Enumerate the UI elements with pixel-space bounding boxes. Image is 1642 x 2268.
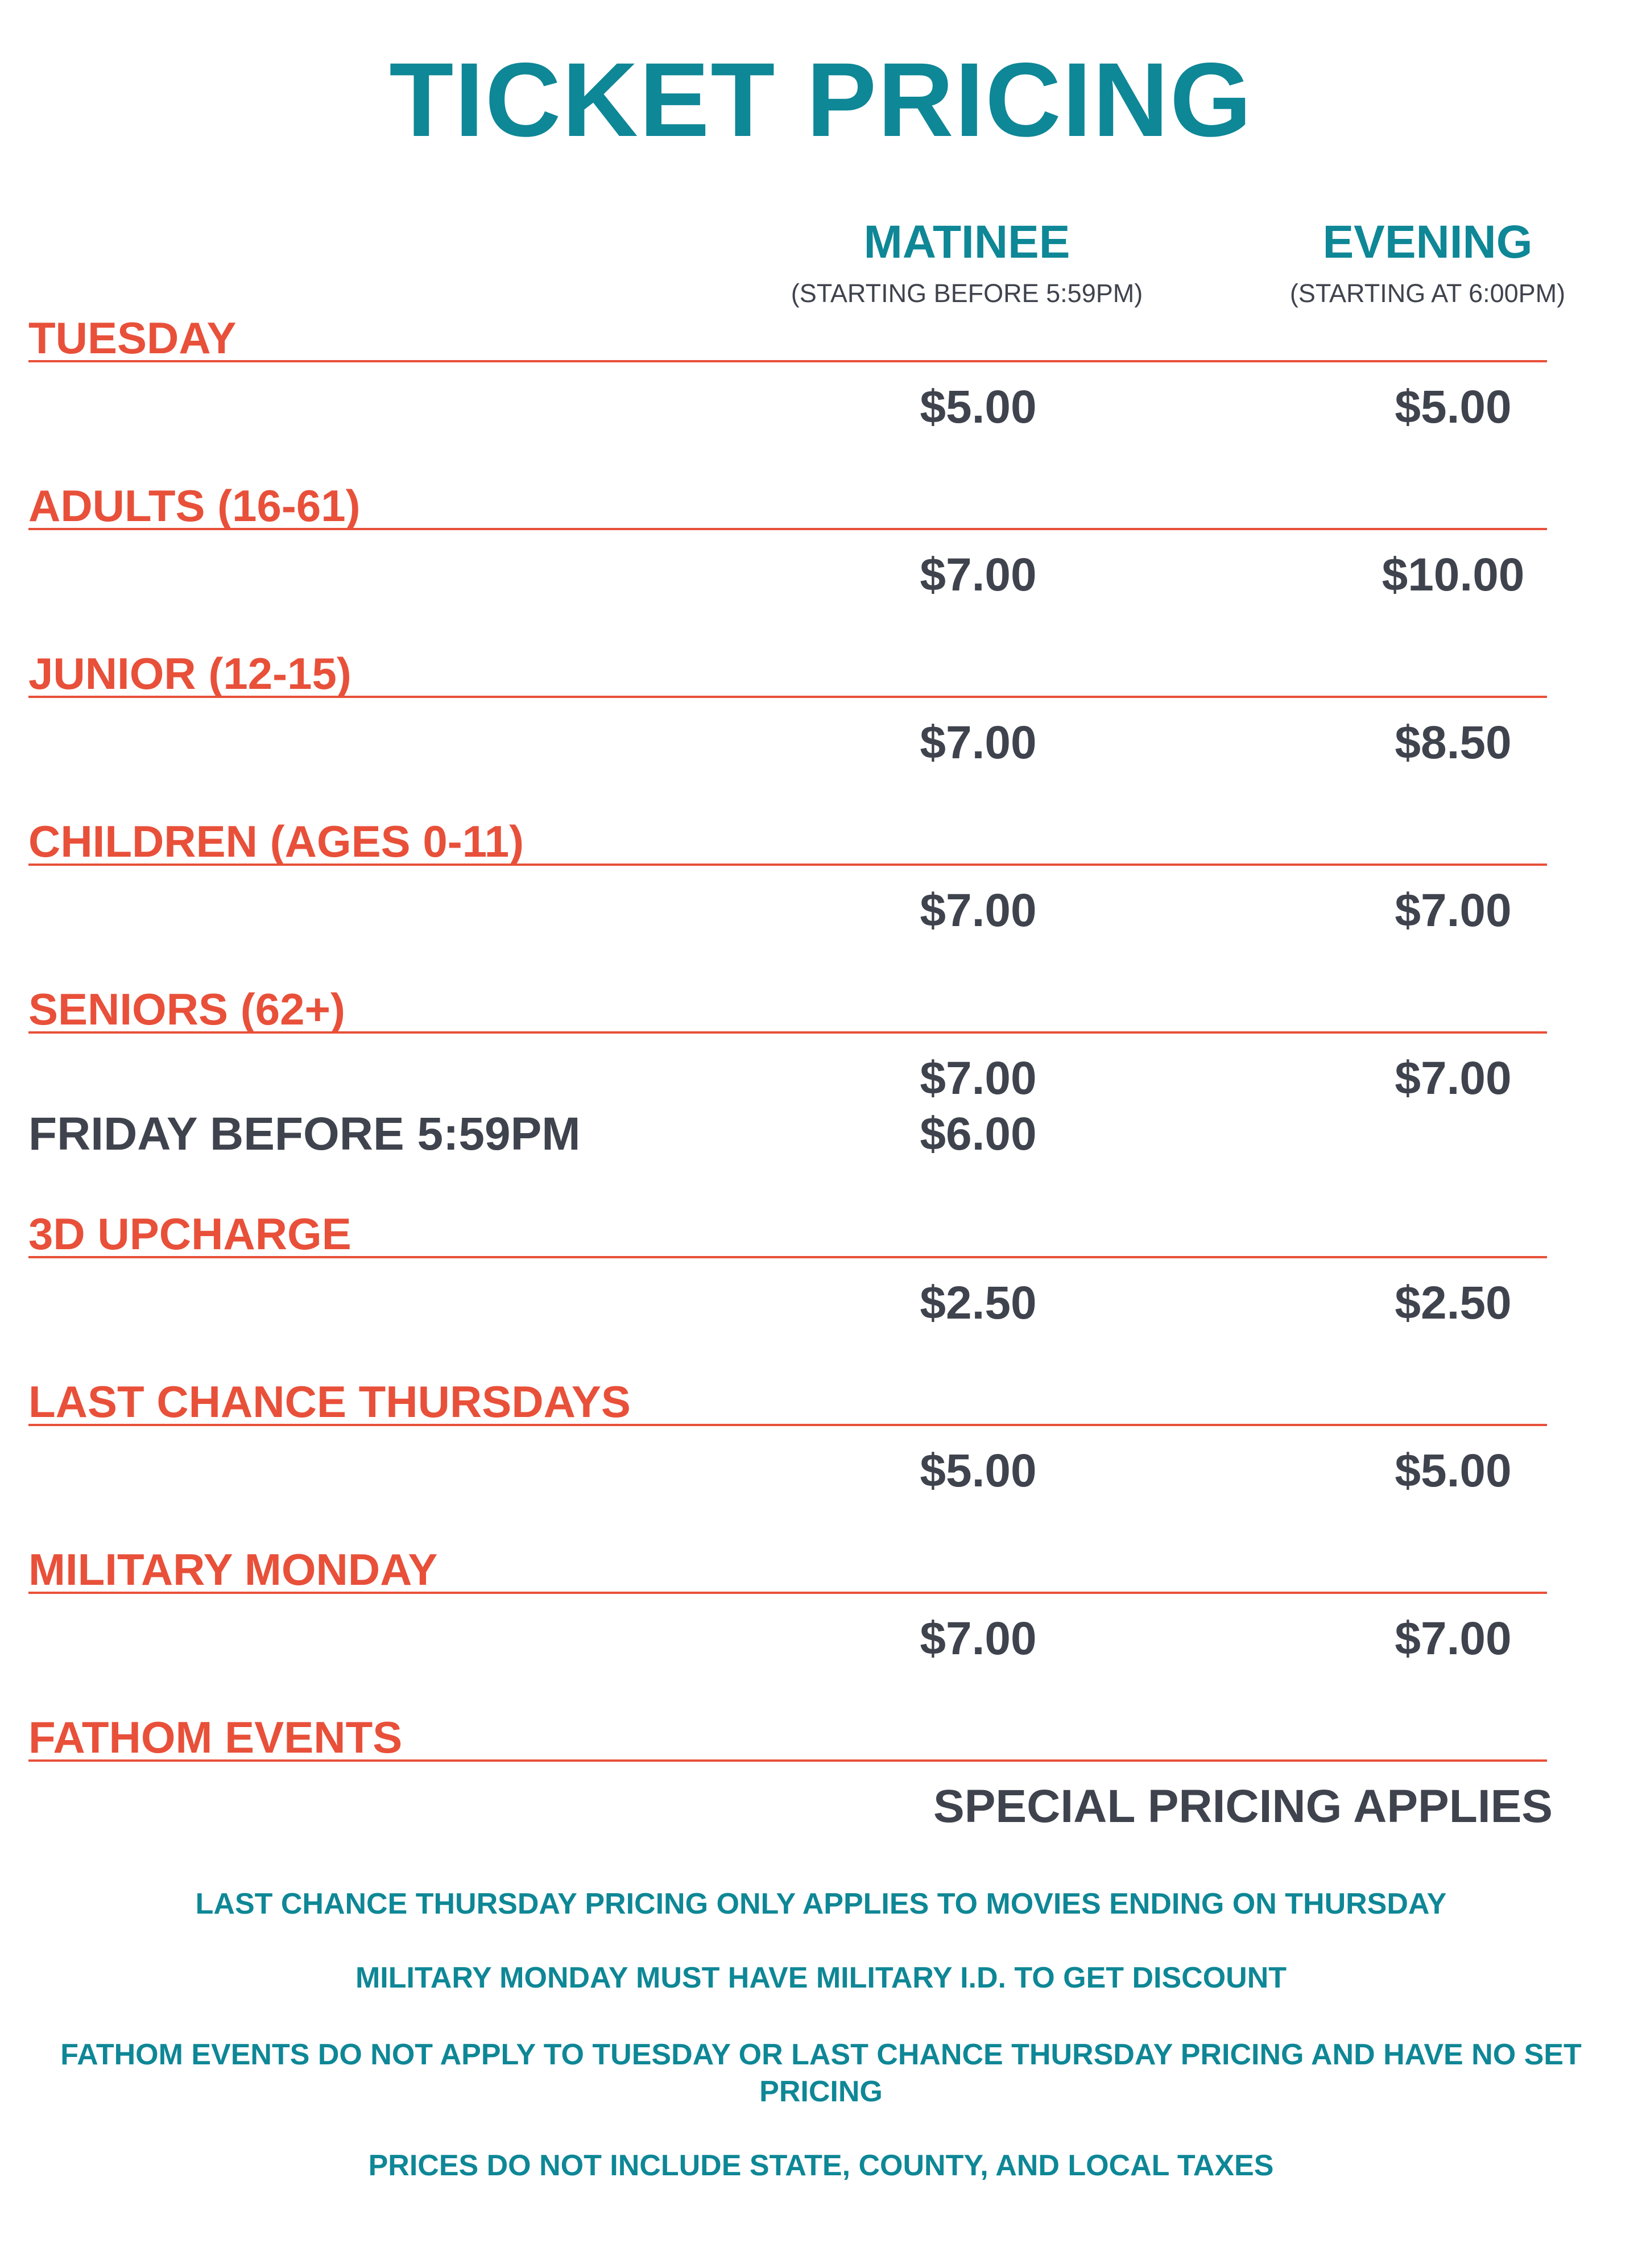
section-divider xyxy=(28,864,1547,866)
matinee-price: $7.00 xyxy=(920,1613,1037,1664)
evening-price: $7.00 xyxy=(1395,1052,1512,1104)
section-adults: ADULTS (16-61) $7.00 $10.00 xyxy=(0,484,1642,654)
section-fathom-events: FATHOM EVENTS SPECIAL PRICING APPLIES xyxy=(0,1715,1642,1886)
matinee-price: $7.00 xyxy=(920,549,1037,601)
matinee-price: $7.00 xyxy=(920,717,1037,769)
section-3d-upcharge: 3D UPCHARGE $2.50 $2.50 xyxy=(0,1212,1642,1382)
special-pricing-text: SPECIAL PRICING APPLIES xyxy=(933,1780,1553,1832)
evening-price: $2.50 xyxy=(1395,1277,1512,1329)
note-last-chance: LAST CHANCE THURSDAY PRICING ONLY APPLIE… xyxy=(195,1887,1447,1920)
section-divider xyxy=(28,528,1547,530)
page-title: TICKET PRICING xyxy=(389,42,1253,159)
category-label: TUESDAY xyxy=(28,313,237,363)
evening-sublabel: (STARTING AT 6:00PM) xyxy=(1289,279,1566,308)
matinee-price: $5.00 xyxy=(920,1445,1037,1497)
matinee-price: $2.50 xyxy=(920,1277,1037,1329)
evening-price: $7.00 xyxy=(1395,1613,1512,1664)
evening-price: $5.00 xyxy=(1395,381,1512,433)
friday-matinee-price: $6.00 xyxy=(920,1108,1037,1160)
evening-price: $5.00 xyxy=(1395,1445,1512,1497)
matinee-label: MATINEE xyxy=(863,216,1070,268)
category-label: SENIORS (62+) xyxy=(28,984,346,1034)
matinee-sublabel: (STARTING BEFORE 5:59PM) xyxy=(791,279,1143,308)
category-label: JUNIOR (12-15) xyxy=(28,648,351,699)
section-tuesday: TUESDAY $5.00 $5.00 xyxy=(0,316,1642,486)
section-children: CHILDREN (AGES 0-11) $7.00 $7.00 xyxy=(0,819,1642,990)
matinee-price: $7.00 xyxy=(920,1052,1037,1104)
section-divider xyxy=(28,1759,1547,1762)
friday-sublabel: FRIDAY BEFORE 5:59PM xyxy=(28,1108,581,1160)
category-label: LAST CHANCE THURSDAYS xyxy=(28,1377,631,1427)
evening-price: $10.00 xyxy=(1382,549,1525,601)
category-label: MILITARY MONDAY xyxy=(28,1544,438,1594)
category-label: ADULTS (16-61) xyxy=(28,481,361,531)
category-label: CHILDREN (AGES 0-11) xyxy=(28,816,524,866)
evening-label: EVENING xyxy=(1322,216,1533,268)
evening-column-header: EVENING (STARTING AT 6:00PM) xyxy=(1223,216,1632,308)
note-military: MILITARY MONDAY MUST HAVE MILITARY I.D. … xyxy=(355,1961,1287,1994)
section-divider xyxy=(28,1256,1547,1258)
category-label: 3D UPCHARGE xyxy=(28,1209,351,1259)
section-military-monday: MILITARY MONDAY $7.00 $7.00 xyxy=(0,1547,1642,1718)
matinee-price: $7.00 xyxy=(920,885,1037,936)
section-junior: JUNIOR (12-15) $7.00 $8.50 xyxy=(0,651,1642,822)
note-fathom: FATHOM EVENTS DO NOT APPLY TO TUESDAY OR… xyxy=(60,2038,1582,2108)
section-divider xyxy=(28,1031,1547,1034)
matinee-column-header: MATINEE (STARTING BEFORE 5:59PM) xyxy=(739,216,1194,308)
evening-price: $8.50 xyxy=(1395,717,1512,769)
evening-price: $7.00 xyxy=(1395,885,1512,936)
matinee-price: $5.00 xyxy=(920,381,1037,433)
note-taxes: PRICES DO NOT INCLUDE STATE, COUNTY, AND… xyxy=(368,2149,1274,2182)
section-divider xyxy=(28,1424,1547,1426)
section-seniors: SENIORS (62+) $7.00 $7.00 FRIDAY BEFORE … xyxy=(0,987,1642,1158)
section-divider xyxy=(28,696,1547,698)
section-last-chance-thursdays: LAST CHANCE THURSDAYS $5.00 $5.00 xyxy=(0,1379,1642,1550)
category-label: FATHOM EVENTS xyxy=(28,1712,403,1762)
section-divider xyxy=(28,360,1547,362)
section-divider xyxy=(28,1592,1547,1594)
